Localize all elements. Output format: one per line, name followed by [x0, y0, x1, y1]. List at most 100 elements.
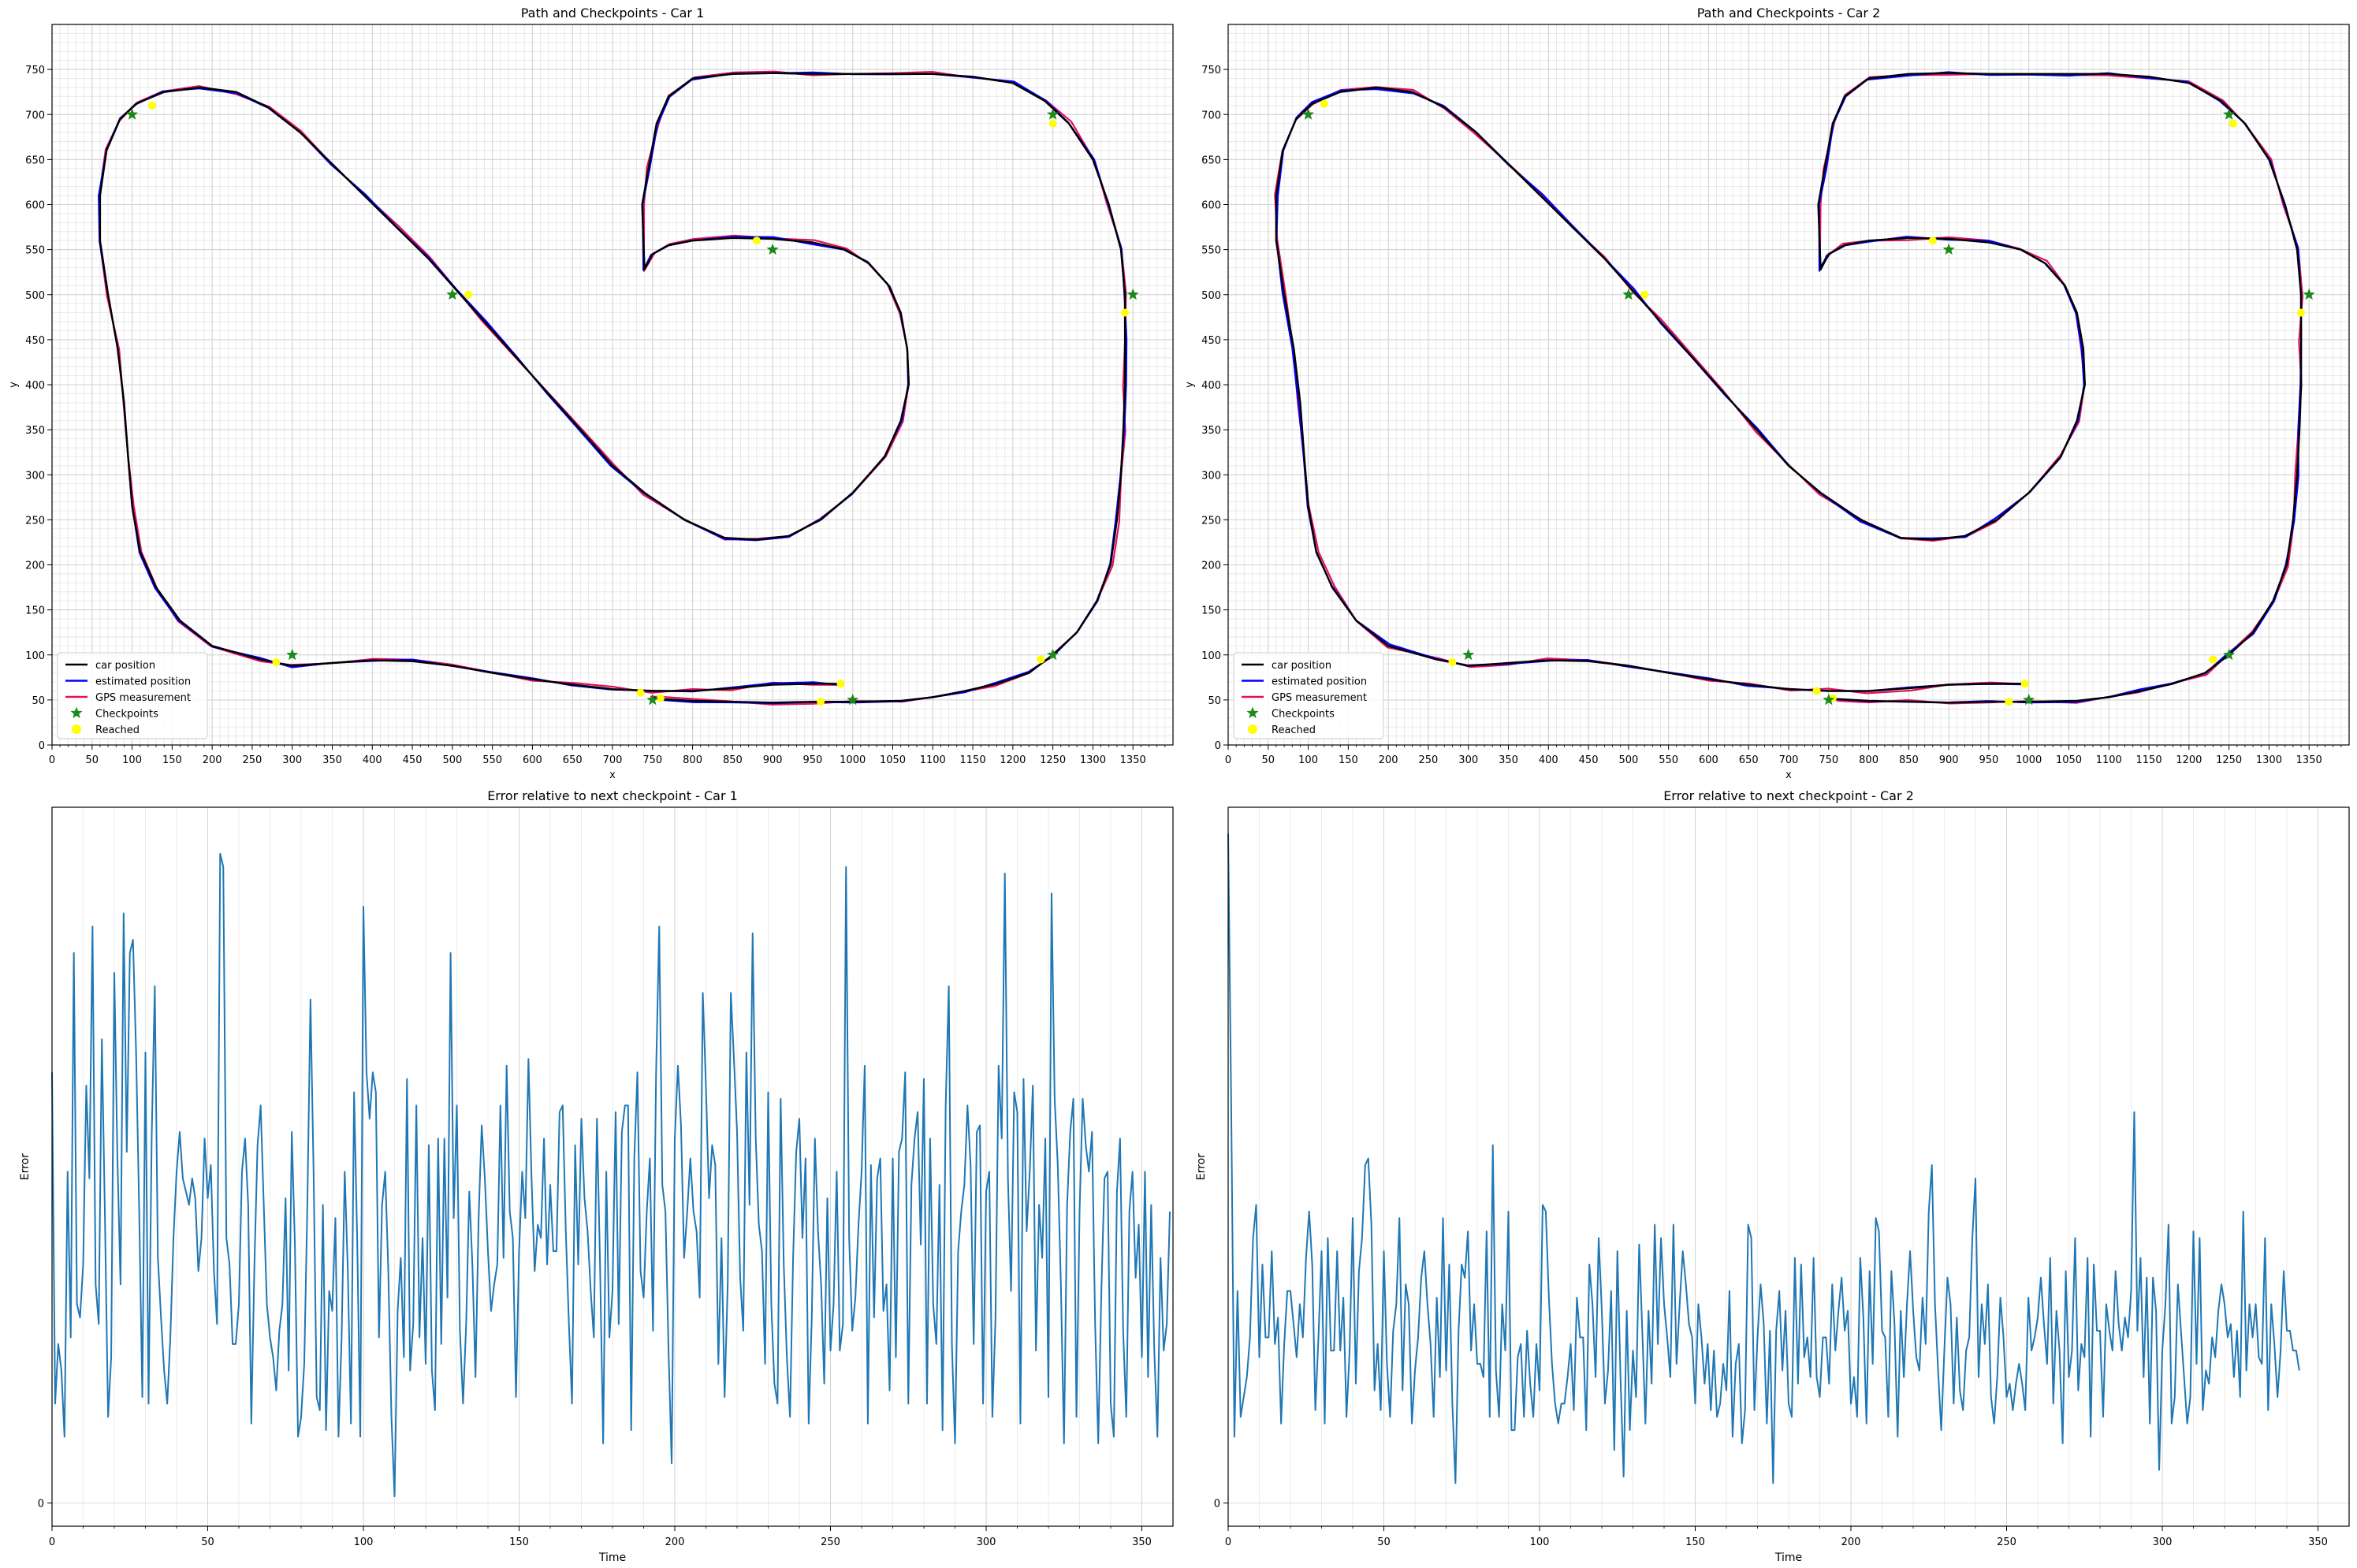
x-tick-label: 100 — [1298, 754, 1318, 766]
checkpoint-star — [1126, 288, 1139, 300]
y-tick-label: 550 — [25, 245, 45, 257]
x-tick-label: 300 — [1458, 754, 1478, 766]
error-panel-3: 0 50 100 150 200 250 300 350 0 Error relative to … — [19, 788, 1174, 1564]
checkpoint-star — [646, 693, 659, 706]
x-tick-label: 200 — [665, 1536, 685, 1548]
x-tick-label: 1000 — [840, 754, 866, 766]
chart-title: Error relative to next checkpoint - Car … — [1663, 788, 1914, 803]
reached-point — [2297, 308, 2306, 317]
x-tick-label: 100 — [354, 1536, 374, 1548]
x-tick-label: 1100 — [920, 754, 946, 766]
x-tick-label: 150 — [509, 1536, 529, 1548]
y-tick-label: 650 — [25, 155, 45, 166]
x-tick-label: 200 — [1841, 1536, 1861, 1548]
x-tick-label: 750 — [1819, 754, 1838, 766]
checkpoint-star — [1823, 693, 1835, 706]
x-tick-label: 200 — [1379, 754, 1398, 766]
y-tick-label: 700 — [25, 110, 45, 121]
x-tick-label: 1350 — [2296, 754, 2322, 766]
error-series-line — [51, 852, 1171, 1498]
x-tick-label: 1300 — [2256, 754, 2282, 766]
reached-point — [2005, 698, 2013, 706]
y-axis-label: y — [8, 382, 20, 388]
y-tick-label: 0 — [39, 740, 45, 752]
y-tick-label: 750 — [1201, 65, 1221, 76]
y-tick-label: 550 — [1201, 245, 1221, 257]
checkpoint-star — [2023, 693, 2035, 706]
legend-reached-label: Reached — [95, 724, 140, 736]
y-tick-label: 50 — [32, 695, 45, 707]
legend-reached-swatch — [72, 724, 81, 734]
x-tick-label: 50 — [86, 754, 99, 766]
x-axis-label: Time — [598, 1551, 626, 1564]
y-tick-label: 300 — [1201, 470, 1221, 482]
checkpoint-star — [446, 288, 459, 300]
y-tick-label: 0 — [38, 1499, 44, 1510]
reached-point — [656, 694, 665, 702]
x-tick-label: 50 — [201, 1536, 214, 1548]
checkpoint-star — [1047, 108, 1059, 120]
x-axis-label: x — [1785, 769, 1792, 781]
car-position-line — [99, 72, 1126, 704]
y-tick-label: 250 — [25, 515, 45, 527]
x-tick-label: 1050 — [2056, 754, 2082, 766]
y-tick-label: 250 — [1201, 515, 1221, 527]
y-axis-label: y — [1184, 382, 1196, 388]
checkpoint-star — [766, 243, 779, 255]
reached-point — [836, 680, 845, 688]
car-position-line — [1275, 72, 2303, 704]
checkpoint-star — [1302, 108, 1315, 120]
x-tick-label: 600 — [523, 754, 542, 766]
reached-point — [2209, 655, 2217, 664]
y-axis-label: Error — [1195, 1153, 1208, 1180]
reached-point — [147, 101, 156, 110]
x-tick-label: 900 — [763, 754, 783, 766]
checkpoint-star — [2223, 108, 2236, 120]
x-tick-label: 1350 — [1120, 754, 1146, 766]
legend: car position estimated position GPS measur… — [57, 652, 208, 739]
x-tick-label: 550 — [482, 754, 502, 766]
x-tick-label: 100 — [1530, 1536, 1550, 1548]
reached-point — [464, 290, 473, 299]
y-tick-label: 500 — [1201, 290, 1221, 302]
x-tick-label: 300 — [282, 754, 302, 766]
y-tick-label: 200 — [1201, 561, 1221, 572]
x-tick-label: 400 — [363, 754, 382, 766]
y-tick-label: 700 — [1201, 110, 1221, 121]
y-tick-label: 150 — [25, 605, 45, 617]
legend-gps-measurement-label: GPS measurement — [1272, 692, 1367, 704]
x-tick-label: 350 — [2308, 1536, 2328, 1548]
reached-point — [752, 237, 761, 245]
legend-gps-measurement-label: GPS measurement — [95, 692, 191, 704]
y-tick-label: 650 — [1201, 155, 1221, 166]
checkpoint-star — [1622, 288, 1635, 300]
x-tick-label: 800 — [683, 754, 702, 766]
checkpoint-star — [2223, 648, 2236, 661]
x-tick-label: 200 — [203, 754, 222, 766]
legend-checkpoints-swatch — [70, 706, 83, 718]
checkpoint-star — [1462, 648, 1475, 661]
y-tick-label: 450 — [25, 335, 45, 347]
legend-checkpoints-label: Checkpoints — [1272, 709, 1335, 721]
gps-measurement-line — [1274, 73, 2303, 705]
y-tick-label: 100 — [25, 650, 45, 662]
y-tick-label: 100 — [1201, 650, 1221, 662]
reached-point — [1320, 99, 1328, 108]
x-tick-label: 1100 — [2096, 754, 2122, 766]
x-tick-label: 800 — [1859, 754, 1879, 766]
x-tick-label: 150 — [1685, 1536, 1705, 1548]
x-tick-label: 700 — [603, 754, 623, 766]
chart-title: Error relative to next checkpoint - Car … — [487, 788, 738, 803]
reached-point — [2229, 119, 2237, 128]
x-tick-label: 0 — [49, 754, 55, 766]
legend-checkpoints-label: Checkpoints — [95, 709, 158, 721]
x-tick-label: 550 — [1659, 754, 1678, 766]
x-tick-label: 300 — [2153, 1536, 2173, 1548]
y-tick-label: 750 — [25, 65, 45, 76]
checkpoint-star — [847, 693, 859, 706]
x-tick-label: 350 — [1499, 754, 1518, 766]
reached-point — [1812, 687, 1821, 695]
legend-reached-swatch — [1248, 724, 1257, 734]
y-tick-label: 300 — [25, 470, 45, 482]
x-tick-label: 1000 — [2016, 754, 2042, 766]
